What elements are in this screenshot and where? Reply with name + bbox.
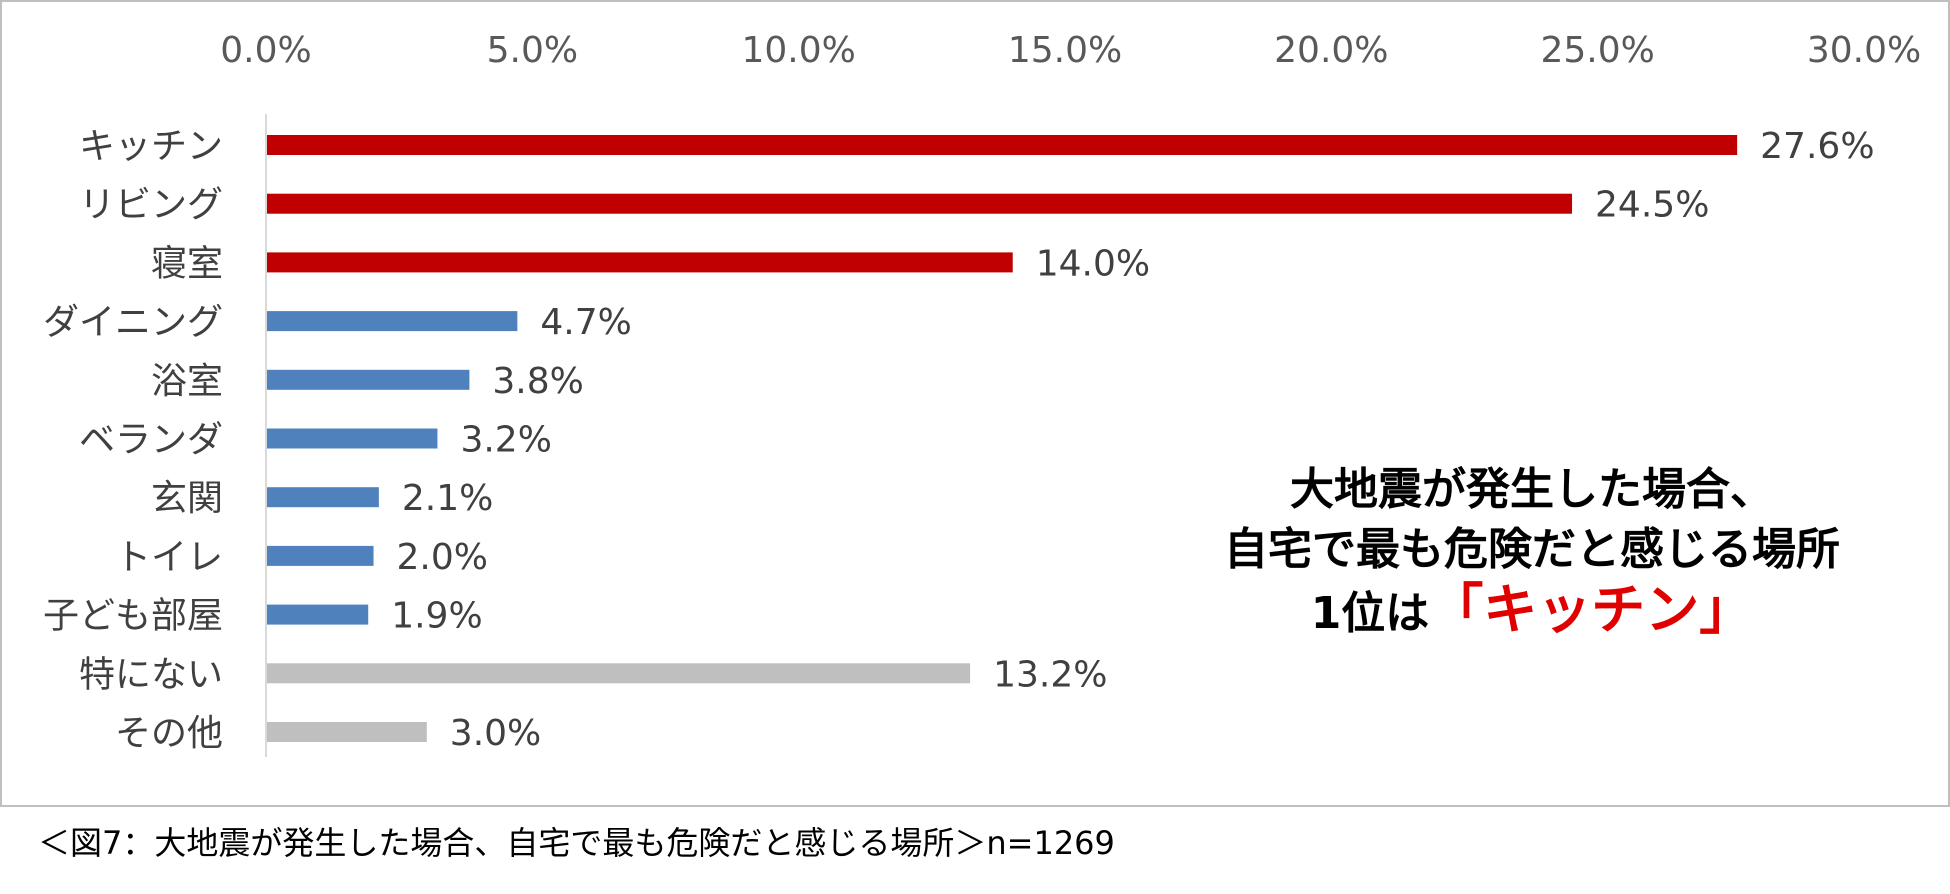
bar xyxy=(267,369,470,390)
bar-chart: 0.0% 5.0% 10.0% 15.0% 20.0% 25.0% 30.0% キッチンリビ… xyxy=(43,30,1921,757)
bar xyxy=(267,311,518,332)
value-label: 14.0% xyxy=(1036,243,1150,284)
headline-line2: 自宅で最も危険だと感じる場所 xyxy=(1224,524,1840,575)
x-tick-labels: 0.0% 5.0% 10.0% 15.0% 20.0% 25.0% 30.0% xyxy=(220,30,1921,71)
category-label: 寝室 xyxy=(151,243,223,284)
bar xyxy=(267,604,369,625)
bar xyxy=(267,135,1738,155)
headline-line1: 大地震が発生した場合、 xyxy=(1290,464,1774,515)
x-tick-label: 25.0% xyxy=(1540,30,1654,71)
value-label: 13.2% xyxy=(993,654,1107,695)
x-tick-label: 5.0% xyxy=(487,30,578,71)
value-label: 3.2% xyxy=(460,420,551,461)
bar xyxy=(267,487,379,508)
category-label: ダイニング xyxy=(43,302,223,343)
x-tick-label: 10.0% xyxy=(741,30,855,71)
bar xyxy=(267,663,971,684)
figure-caption: ＜図7：大地震が発生した場合、自宅で最も危険だと感じる場所＞n=1269 xyxy=(38,824,1115,862)
value-label: 2.1% xyxy=(402,478,493,519)
x-tick-label: 20.0% xyxy=(1274,30,1388,71)
headline-line3: 1位は「キッチン」 xyxy=(1122,580,1942,644)
value-label: 24.5% xyxy=(1595,185,1709,226)
value-labels: 27.6% 24.5% 14.0% 4.7% 3.8% 3.2% 2.1% 2.0% 1.9% 1… xyxy=(391,126,1874,754)
headline: 大地震が発生した場合、 自宅で最も危険だと感じる場所 1位は「キッチン」 xyxy=(1122,460,1942,644)
headline-line3-accent: 「キッチン」 xyxy=(1429,578,1754,641)
value-label: 4.7% xyxy=(540,302,631,343)
value-label: 2.0% xyxy=(397,537,488,578)
category-label: ベランダ xyxy=(79,420,223,461)
category-label: 特にない xyxy=(79,654,223,695)
x-tick-label: 0.0% xyxy=(220,30,311,71)
category-label: リビング xyxy=(79,185,223,226)
value-label: 3.0% xyxy=(450,713,541,754)
x-tick-label: 15.0% xyxy=(1008,30,1122,71)
x-tick-label: 30.0% xyxy=(1807,30,1921,71)
value-label: 3.8% xyxy=(492,361,583,402)
category-label: 子ども部屋 xyxy=(43,596,223,637)
bar xyxy=(267,252,1013,273)
value-label: 27.6% xyxy=(1760,126,1874,167)
category-label: 玄関 xyxy=(151,478,223,519)
category-label: 浴室 xyxy=(151,361,223,402)
category-label: キッチン xyxy=(79,126,223,167)
category-label: トイレ xyxy=(115,537,223,578)
headline-line3-prefix: 1位は xyxy=(1310,588,1430,639)
bars xyxy=(267,135,1738,742)
bar xyxy=(267,545,374,566)
category-label: その他 xyxy=(115,713,223,754)
bar xyxy=(267,722,427,742)
value-label: 1.9% xyxy=(391,596,482,637)
bar xyxy=(267,193,1573,214)
chart-frame: 0.0% 5.0% 10.0% 15.0% 20.0% 25.0% 30.0% キッチンリビ… xyxy=(0,0,1950,807)
bar xyxy=(267,428,438,449)
